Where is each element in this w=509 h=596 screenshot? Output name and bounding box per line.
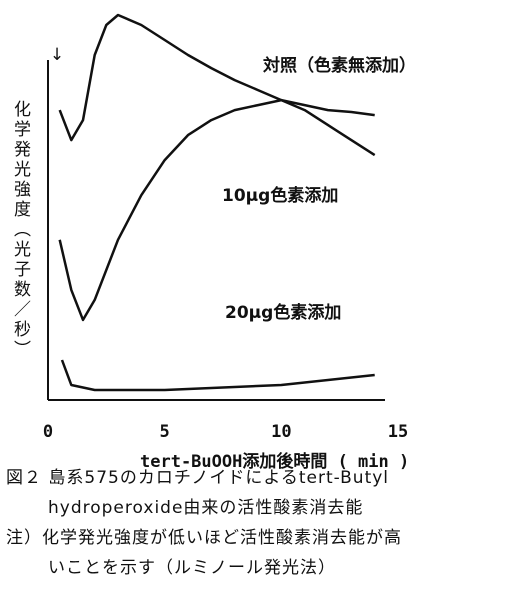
x-axis-label: tert-BuOOH添加後時間 ( min ) bbox=[140, 451, 409, 472]
caption-line: hydroperoxide由来の活性酸素消去能 bbox=[48, 498, 363, 518]
annotation: ↓ bbox=[50, 45, 64, 65]
series-label: 10μg色素添加 bbox=[222, 185, 338, 206]
series-label: 20μg色素添加 bbox=[225, 302, 341, 323]
caption-line: 図２ 島系575のカロチノイドによるtert-Butyl bbox=[6, 468, 389, 488]
y-axis-label: 化学発光強度（光子数／秒） bbox=[10, 100, 31, 360]
series-line bbox=[60, 359, 375, 392]
series-line bbox=[58, 98, 375, 322]
x-tick-label: 15 bbox=[388, 422, 408, 442]
series-label: 対照（色素無添加） bbox=[262, 55, 416, 76]
x-tick-label: 5 bbox=[160, 422, 170, 442]
caption-line: 注）化学発光強度が低いほど活性酸素消去能が高 bbox=[6, 528, 402, 548]
series-line bbox=[58, 13, 376, 157]
x-tick-label: 10 bbox=[271, 422, 291, 442]
caption-line: いことを示す（ルミノール発光法） bbox=[48, 558, 336, 578]
x-tick-label: 0 bbox=[43, 422, 53, 442]
